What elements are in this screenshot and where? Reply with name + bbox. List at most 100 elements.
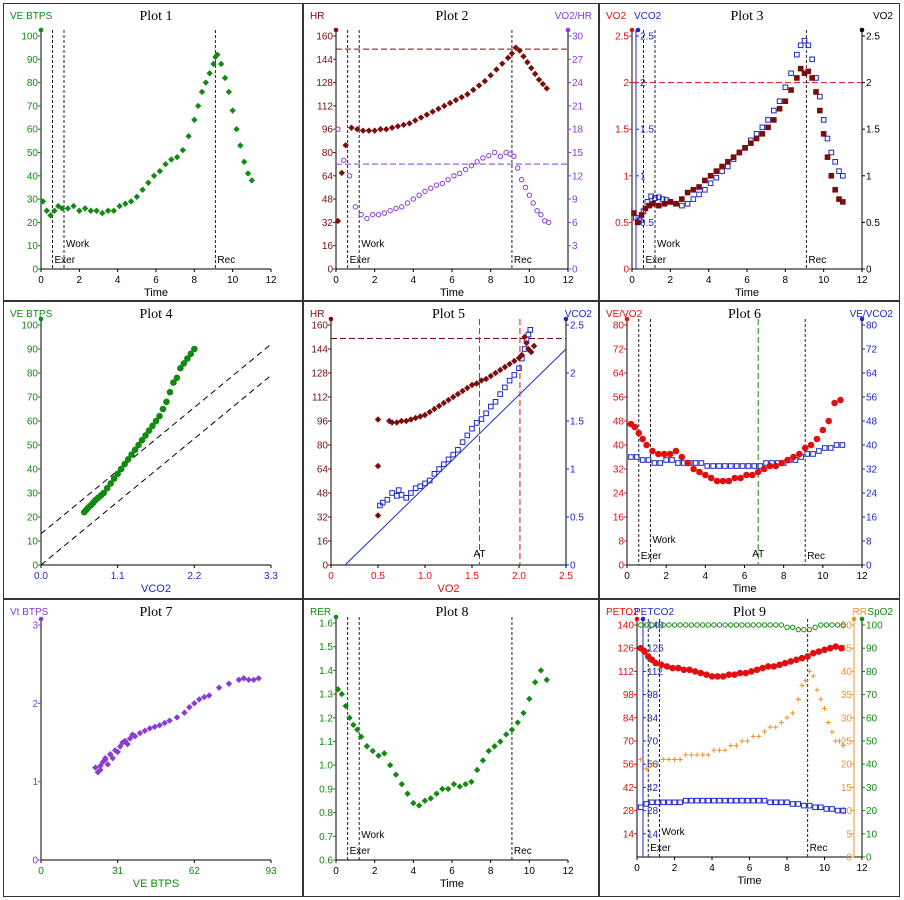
y-tick-label: 48 bbox=[613, 417, 625, 428]
data-point bbox=[221, 74, 229, 82]
data-point bbox=[348, 124, 355, 131]
chart-svg: Plot 60 2 4 6 8 10 12Time08162432404856647280V… bbox=[606, 307, 893, 595]
data-point bbox=[133, 193, 141, 200]
y-axis-name: RER bbox=[310, 607, 331, 618]
data-point bbox=[682, 797, 689, 804]
y-tick-label: 80 bbox=[27, 78, 39, 89]
y-tick-label: 30 bbox=[866, 783, 878, 794]
x-tick-label: 8 bbox=[783, 275, 789, 286]
data-point bbox=[840, 173, 846, 179]
y-tick-label: 144 bbox=[316, 55, 333, 66]
chart-svg: Plot 7 0 31 62 93 VE BTPS 0 1 2 3 Vt BTPS bbox=[10, 605, 277, 890]
data-point bbox=[745, 463, 752, 469]
y-tick-label: 0 bbox=[623, 265, 629, 276]
data-point bbox=[809, 75, 815, 81]
y-tick-label: 50 bbox=[866, 737, 878, 748]
data-point bbox=[379, 499, 386, 506]
data-point bbox=[116, 202, 123, 210]
data-point bbox=[535, 76, 543, 83]
series-ve-btps bbox=[39, 51, 256, 219]
data-point bbox=[394, 123, 402, 130]
data-point bbox=[487, 372, 494, 380]
x-tick-label: 10 bbox=[818, 275, 830, 286]
chart-title: Plot 7 bbox=[139, 605, 172, 620]
x-tick-label: 2 bbox=[672, 863, 678, 874]
slope-line bbox=[40, 343, 272, 535]
data-point bbox=[684, 189, 691, 196]
series-ve-vo2 bbox=[627, 396, 844, 485]
data-point bbox=[436, 466, 442, 472]
data-point bbox=[810, 451, 816, 457]
x-tick-label: 0 bbox=[629, 275, 635, 286]
data-point bbox=[799, 682, 805, 688]
data-point bbox=[511, 153, 517, 160]
data-point bbox=[714, 673, 721, 680]
data-point bbox=[457, 170, 463, 177]
series-ve-vs-vco2 bbox=[80, 345, 198, 516]
data-point bbox=[674, 664, 682, 672]
y-tick-label: 15 bbox=[572, 148, 584, 159]
data-point bbox=[166, 388, 174, 396]
data-point bbox=[663, 663, 671, 670]
y-tick-label: 28 bbox=[647, 806, 659, 817]
data-point bbox=[744, 797, 751, 804]
data-point bbox=[770, 663, 778, 670]
data-point bbox=[756, 622, 762, 628]
y-tick-label: 96 bbox=[322, 125, 334, 136]
data-point bbox=[818, 622, 824, 628]
data-point bbox=[214, 51, 221, 58]
y-tick-label: 0.8 bbox=[319, 808, 333, 819]
data-point bbox=[110, 475, 118, 482]
y-tick-label: 128 bbox=[316, 78, 333, 89]
data-point bbox=[395, 487, 402, 493]
data-point bbox=[764, 663, 772, 670]
phase-label: Rec bbox=[217, 255, 235, 266]
data-point bbox=[124, 740, 131, 748]
y-tick-label: 32 bbox=[322, 218, 334, 229]
axis-marker bbox=[38, 316, 44, 322]
data-point bbox=[473, 420, 480, 426]
x-tick-label: 4 bbox=[115, 275, 121, 286]
data-point bbox=[654, 799, 661, 806]
data-point bbox=[459, 439, 466, 445]
data-point bbox=[179, 146, 187, 154]
data-point bbox=[804, 451, 810, 457]
data-point bbox=[669, 457, 675, 463]
data-point bbox=[778, 459, 786, 467]
data-point bbox=[100, 489, 108, 497]
x-tick-label: 12 bbox=[856, 571, 868, 582]
data-point bbox=[229, 107, 236, 114]
phase-label: Work bbox=[662, 827, 686, 838]
y-tick-label: 96 bbox=[317, 417, 329, 428]
x-tick-label: 12 bbox=[856, 275, 868, 286]
data-point bbox=[809, 649, 817, 657]
data-point bbox=[334, 686, 342, 693]
data-point bbox=[455, 447, 461, 453]
axis-marker bbox=[851, 616, 857, 622]
data-point bbox=[772, 462, 780, 470]
data-point bbox=[215, 684, 223, 691]
data-point bbox=[206, 70, 213, 77]
x-tick-label: 12 bbox=[265, 275, 277, 286]
data-point bbox=[474, 159, 480, 165]
data-point bbox=[488, 403, 494, 410]
data-point bbox=[661, 200, 668, 207]
y-tick-label: 80 bbox=[866, 667, 878, 678]
data-point bbox=[829, 729, 835, 735]
y-tick-label: 21 bbox=[572, 101, 584, 112]
data-point bbox=[771, 107, 777, 114]
y-tick-label: 12 bbox=[572, 171, 584, 182]
data-point bbox=[700, 752, 706, 758]
x-tick-label: 6 bbox=[742, 571, 748, 582]
data-point bbox=[839, 442, 846, 448]
data-point bbox=[431, 471, 438, 477]
data-point bbox=[698, 460, 705, 466]
data-point bbox=[782, 98, 789, 105]
y-tick-label: 1.1 bbox=[319, 737, 333, 748]
x-tick-label: 6 bbox=[747, 863, 753, 874]
data-point bbox=[822, 706, 827, 712]
phase-label: Rec bbox=[514, 255, 532, 266]
data-point bbox=[428, 185, 434, 191]
axis-marker bbox=[634, 616, 640, 622]
data-point bbox=[836, 168, 842, 174]
